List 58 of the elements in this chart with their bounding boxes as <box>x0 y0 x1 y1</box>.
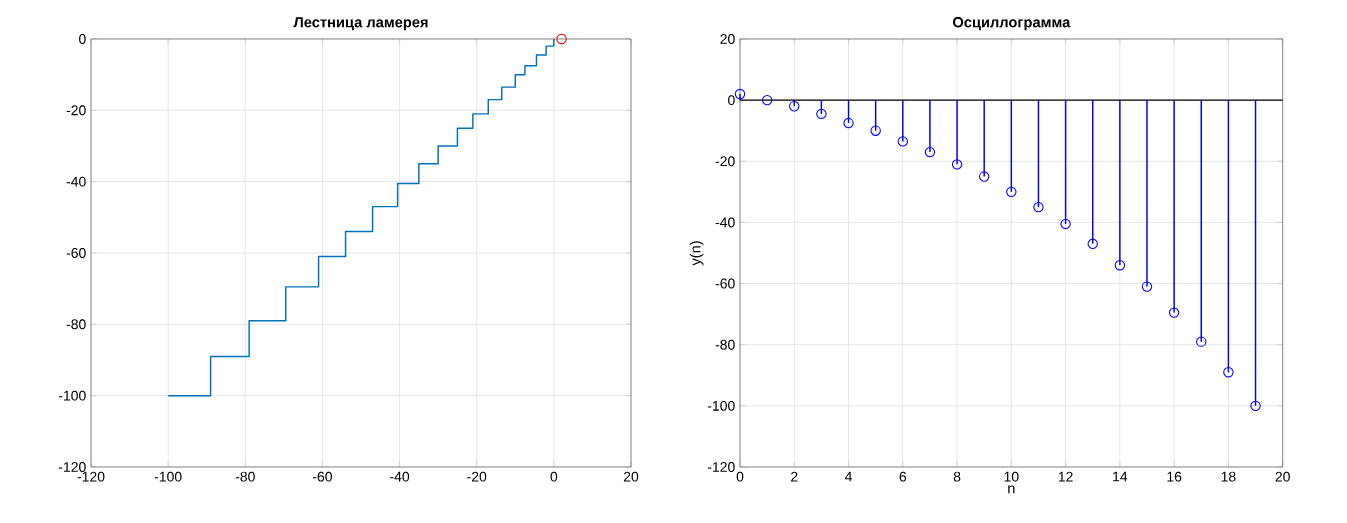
point <box>1223 367 1234 378</box>
x-tick-label: 20 <box>623 471 639 482</box>
x-tick-label: -80 <box>235 471 255 482</box>
y-axis-title: y(n) <box>689 241 704 266</box>
x-tick-label: -60 <box>312 471 332 482</box>
y-tick-label: -60 <box>715 278 735 289</box>
y-tick-label: -80 <box>715 339 735 350</box>
y-tick-label: 0 <box>728 95 735 106</box>
x-tick-label: -40 <box>390 471 410 482</box>
point <box>951 159 963 170</box>
x-tick-label: -100 <box>154 471 182 482</box>
x-tick-label: -120 <box>77 471 105 482</box>
point <box>1087 238 1098 250</box>
x-tick-label: 10 <box>1004 471 1019 482</box>
x-tick-label: 20 <box>1275 471 1290 482</box>
point <box>979 171 990 182</box>
chart-title: Осциллограмма <box>953 17 1071 31</box>
y-tick-label: 0 <box>79 34 86 44</box>
x-tick-label: 8 <box>953 471 961 482</box>
point <box>789 101 800 112</box>
x-tick-label: 14 <box>1113 471 1128 482</box>
y-tick-label: -120 <box>58 462 86 472</box>
point <box>1141 281 1153 292</box>
x-tick-label: 0 <box>550 471 558 482</box>
point <box>1250 400 1261 412</box>
point <box>843 117 854 129</box>
y-tick-label: -40 <box>715 217 735 228</box>
point <box>734 88 746 100</box>
y-tick-label: -80 <box>66 319 86 330</box>
x-tick-label: 2 <box>791 471 798 482</box>
y-tick-label: -120 <box>707 462 735 472</box>
point <box>1060 218 1071 230</box>
point <box>1196 336 1207 347</box>
x-axis-title: n <box>1008 485 1015 494</box>
y-tick-label: -100 <box>707 400 735 411</box>
y-tick-label: -40 <box>66 176 86 187</box>
x-tick-label: 4 <box>844 471 852 482</box>
point <box>816 108 827 120</box>
x-tick-label: 6 <box>899 471 907 482</box>
point <box>924 146 936 158</box>
x-tick-label: 18 <box>1221 471 1236 482</box>
point <box>897 136 909 147</box>
point <box>870 125 881 136</box>
point <box>1168 307 1180 318</box>
y-tick-label: 20 <box>720 34 735 44</box>
y-tick-label: -100 <box>58 390 86 401</box>
x-tick-label: 0 <box>736 471 744 482</box>
point <box>1006 186 1017 198</box>
x-tick-label: 12 <box>1058 471 1073 482</box>
x-tick-label: 16 <box>1167 471 1182 482</box>
point <box>761 94 773 106</box>
y-tick-label: -20 <box>66 105 86 116</box>
y-tick-label: -60 <box>66 248 86 258</box>
point <box>1114 260 1126 271</box>
point <box>1033 201 1044 213</box>
chart-title: Лестница ламерея <box>293 17 428 31</box>
x-tick-label: -20 <box>467 471 487 482</box>
y-tick-label: -20 <box>715 156 735 167</box>
